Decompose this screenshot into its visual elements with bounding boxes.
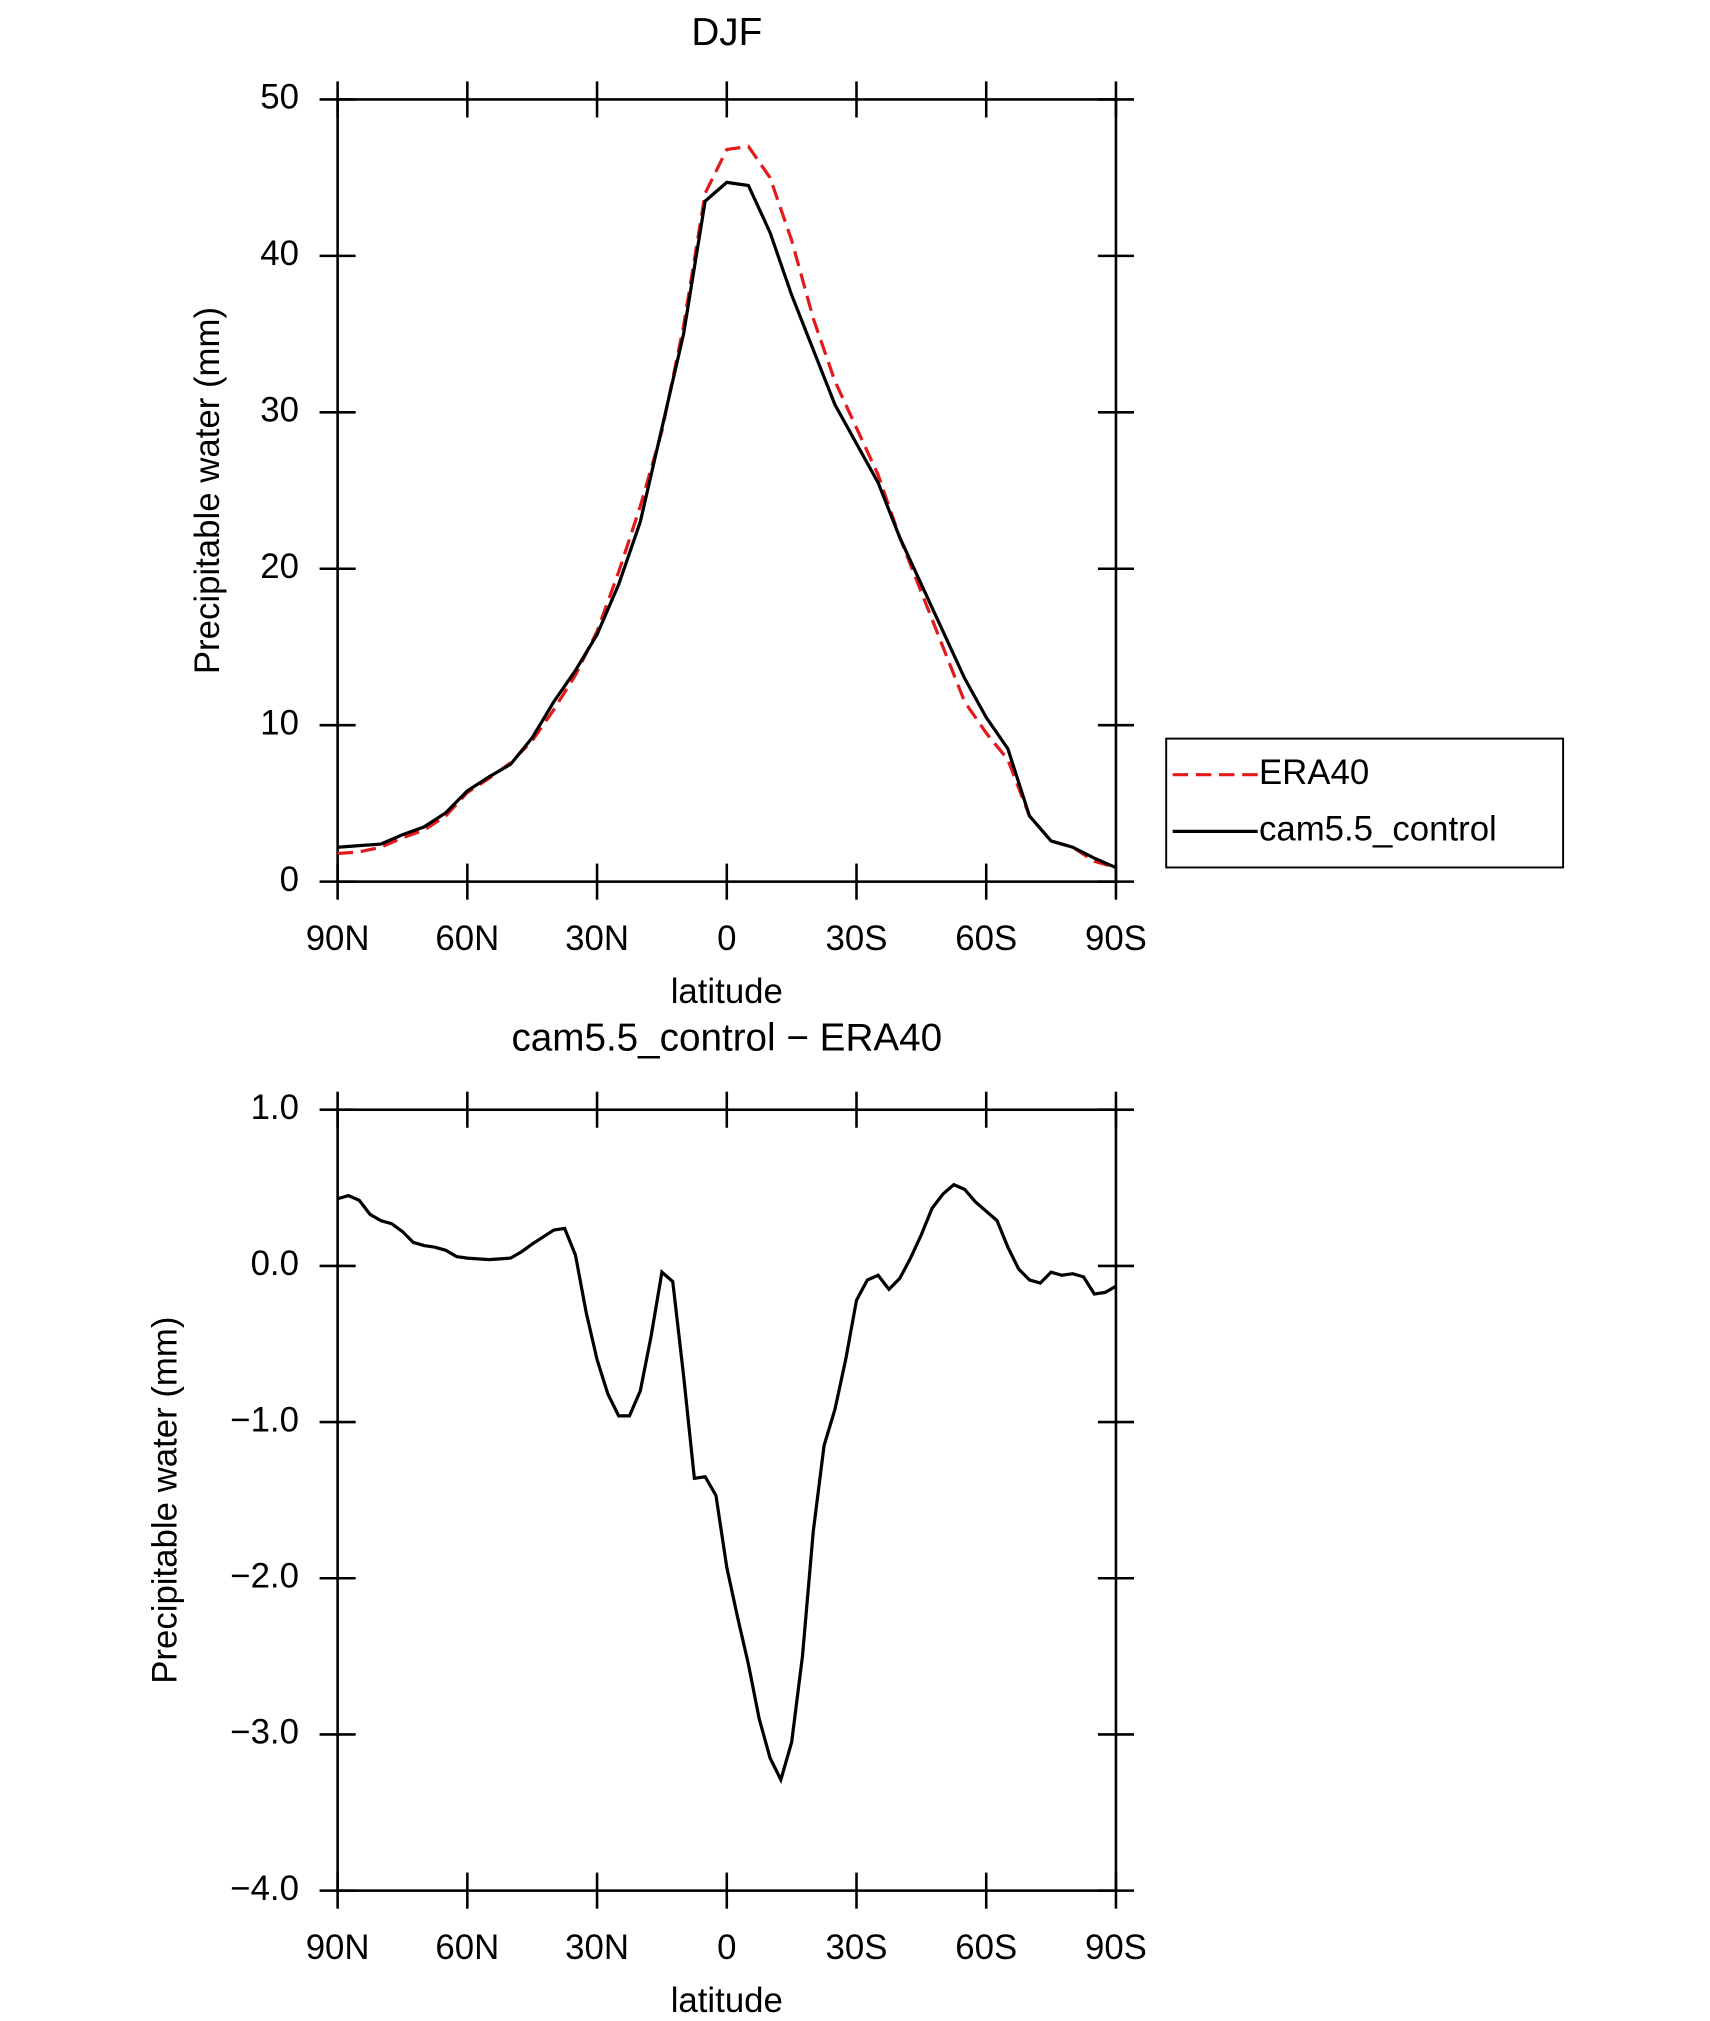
data-line (337, 1182, 1117, 1785)
x-tick-label: 60N (435, 1929, 499, 1967)
x-tick-label: 60N (435, 920, 499, 958)
x-tick-label: 0 (717, 1929, 736, 1967)
x-tick-label: 90S (1085, 920, 1147, 958)
y-tick-label: 30 (260, 392, 299, 430)
y-tick-label: 0 (280, 861, 299, 899)
data-line (337, 144, 1117, 870)
y-tick-label: 50 (260, 79, 299, 117)
x-tick-label: 30S (826, 920, 888, 958)
y-tick-label: −3.0 (230, 1714, 299, 1752)
data-line (337, 180, 1117, 870)
legend-label: cam5.5_control (1259, 811, 1497, 849)
legend-box (1165, 737, 1565, 869)
x-tick-label: 90N (306, 1929, 370, 1967)
y-axis-label: Precipitable water (mm) (189, 307, 227, 674)
y-tick-label: −2.0 (230, 1557, 299, 1595)
x-tick-label: 30N (565, 1929, 629, 1967)
plot-frame (336, 98, 1118, 883)
y-tick-label: −4.0 (230, 1870, 299, 1908)
y-tick-label: 40 (260, 235, 299, 273)
x-tick-label: 30N (565, 920, 629, 958)
x-tick-label: 0 (717, 920, 736, 958)
y-tick-label: 0.0 (251, 1245, 299, 1283)
x-tick-label: 90S (1085, 1929, 1147, 1967)
x-tick-label: 60S (955, 920, 1017, 958)
x-axis-label: latitude (671, 1982, 783, 2020)
chart-title: DJF (691, 11, 762, 54)
chart-title: cam5.5_control − ERA40 (511, 1016, 942, 1059)
y-tick-label: 20 (260, 548, 299, 586)
y-tick-label: 1.0 (251, 1089, 299, 1127)
x-axis-label: latitude (671, 973, 783, 1011)
y-tick-label: −1.0 (230, 1401, 299, 1439)
y-tick-label: 10 (260, 704, 299, 742)
x-tick-label: 30S (826, 1929, 888, 1967)
x-tick-label: 60S (955, 1929, 1017, 1967)
legend-label: ERA40 (1259, 754, 1369, 792)
y-axis-label: Precipitable water (mm) (147, 1317, 185, 1684)
x-tick-label: 90N (306, 920, 370, 958)
